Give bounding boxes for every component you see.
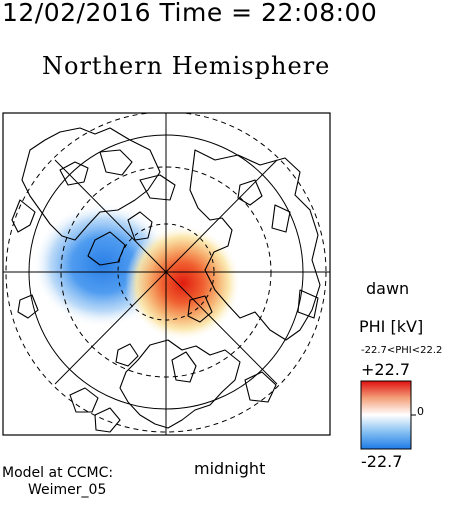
legend-range-text: -22.7<PHI<22.2 <box>361 345 443 356</box>
coastlines <box>11 127 321 433</box>
legend-variable-label: PHI [kV] <box>359 317 424 336</box>
model-line: Model at CCMC: <box>2 465 114 481</box>
timestamp: 12/02/2016 Time = 22:08:00 <box>2 0 378 27</box>
colorbar <box>360 380 412 450</box>
legend-min-label: -22.7 <box>361 452 403 471</box>
legend-max-label: +22.7 <box>361 360 411 379</box>
model-name: Weimer_05 <box>28 482 107 498</box>
dawn-label: dawn <box>366 279 410 298</box>
hemisphere-title: Northern Hemisphere <box>42 52 331 80</box>
legend-zero-label: 0 <box>417 405 424 418</box>
positive-cell <box>125 225 241 341</box>
midnight-label: midnight <box>194 459 266 478</box>
meridians <box>3 113 330 435</box>
